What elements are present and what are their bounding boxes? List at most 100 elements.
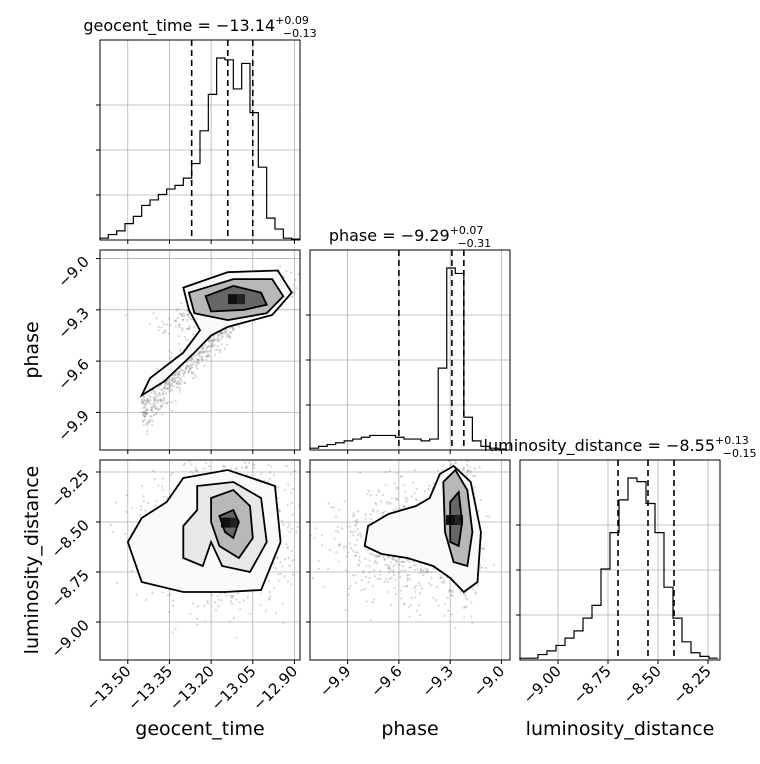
scatter-point xyxy=(169,386,172,389)
scatter-point xyxy=(185,314,189,317)
scatter-point xyxy=(285,269,288,273)
scatter-point xyxy=(405,585,408,588)
scatter-point xyxy=(338,542,341,546)
scatter-point xyxy=(371,584,374,588)
scatter-point xyxy=(178,373,181,376)
y-tick-label-luminosity_distance: −8.25 xyxy=(48,466,93,511)
scatter-point xyxy=(160,398,163,401)
scatter-point xyxy=(455,426,457,428)
scatter-point xyxy=(424,567,427,570)
scatter-point xyxy=(428,582,431,585)
scatter-point xyxy=(473,474,477,477)
scatter-point xyxy=(196,358,199,361)
scatter-panel-geocent_time-phase xyxy=(96,249,301,454)
scatter-point xyxy=(287,546,290,549)
scatter-point xyxy=(150,408,153,412)
scatter-point xyxy=(130,569,133,572)
scatter-point xyxy=(345,555,348,558)
x-axis-label-luminosity_distance: luminosity_distance xyxy=(526,718,715,740)
scatter-point xyxy=(158,392,161,396)
scatter-point xyxy=(389,604,393,607)
title-minus: −0.15 xyxy=(723,447,757,460)
scatter-point xyxy=(319,477,321,479)
y-tick-label-phase: −9.6 xyxy=(54,355,92,393)
scatter-point xyxy=(152,405,156,408)
scatter-point xyxy=(197,361,201,364)
scatter-point xyxy=(163,329,166,332)
hist-panel-geocent_time: geocent_time = −13.14+0.09 −0.13 xyxy=(83,14,317,244)
scatter-point xyxy=(201,355,204,358)
scatter-point xyxy=(392,570,395,574)
scatter-point xyxy=(267,464,270,467)
scatter-point xyxy=(182,372,185,375)
scatter-point xyxy=(450,589,453,593)
scatter-point xyxy=(327,502,330,505)
scatter-point xyxy=(191,377,195,380)
scatter-point xyxy=(166,594,170,597)
scatter-point xyxy=(109,523,113,526)
scatter-point xyxy=(177,342,180,346)
scatter-point xyxy=(354,554,358,557)
scatter-point xyxy=(183,335,186,339)
scatter-point xyxy=(186,360,189,363)
scatter-point xyxy=(145,413,148,416)
scatter-point xyxy=(285,546,289,549)
scatter-point xyxy=(411,481,415,484)
scatter-point xyxy=(181,318,185,321)
scatter-point xyxy=(365,600,368,603)
scatter-point xyxy=(140,411,144,414)
scatter-point xyxy=(173,380,176,384)
scatter-point xyxy=(188,325,191,328)
scatter-point xyxy=(233,457,235,459)
scatter-point xyxy=(157,401,160,405)
scatter-point xyxy=(224,465,227,468)
scatter-point xyxy=(373,561,376,564)
scatter-point xyxy=(149,415,152,418)
scatter-point xyxy=(259,604,262,607)
scatter-point xyxy=(290,583,293,586)
scatter-point xyxy=(279,572,282,575)
scatter-point xyxy=(252,466,255,470)
scatter-point xyxy=(393,573,396,577)
scatter-point xyxy=(205,346,208,350)
scatter-point xyxy=(399,589,402,592)
scatter-point xyxy=(419,564,423,567)
scatter-point xyxy=(217,598,220,601)
scatter-point xyxy=(269,471,272,474)
x-tick-label-geocent_time: −13.35 xyxy=(124,662,176,714)
scatter-point xyxy=(223,348,226,351)
scatter-point xyxy=(170,410,174,413)
scatter-point xyxy=(151,419,155,423)
scatter-point xyxy=(283,575,286,578)
scatter-point xyxy=(406,577,409,580)
scatter-point xyxy=(451,591,454,594)
scatter-point xyxy=(149,403,152,406)
scatter-point xyxy=(207,350,210,354)
scatter-point xyxy=(408,566,411,569)
scatter-point xyxy=(178,312,181,315)
scatter-point xyxy=(166,379,169,383)
scatter-point xyxy=(413,492,416,495)
scatter-point xyxy=(164,381,167,384)
scatter-point xyxy=(454,461,458,464)
scatter-point xyxy=(153,392,156,395)
scatter-point xyxy=(231,328,235,331)
scatter-point xyxy=(469,472,472,475)
scatter-point xyxy=(465,598,469,601)
contour-level-2 xyxy=(139,269,293,398)
scatter-point xyxy=(171,378,174,381)
scatter-point xyxy=(479,566,482,570)
scatter-point xyxy=(184,367,187,370)
scatter-point xyxy=(375,494,378,497)
scatter-point xyxy=(157,325,161,328)
scatter-point xyxy=(195,361,199,364)
scatter-point xyxy=(337,560,340,563)
y-axis-label-luminosity_distance: luminosity_distance xyxy=(21,466,43,655)
scatter-point xyxy=(248,612,252,615)
scatter-point xyxy=(174,376,177,380)
scatter-point xyxy=(211,339,215,342)
scatter-point xyxy=(205,355,208,358)
scatter-point xyxy=(488,515,491,518)
scatter-point xyxy=(472,474,475,478)
